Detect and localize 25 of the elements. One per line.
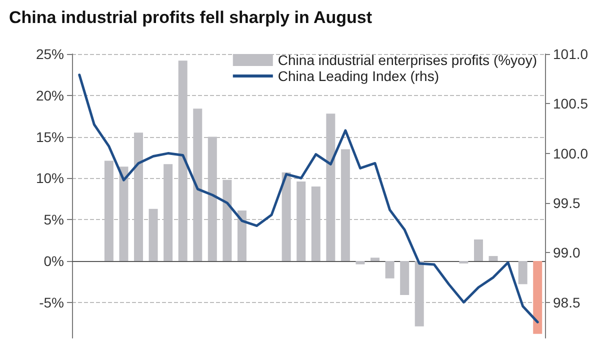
bar	[533, 260, 542, 334]
chart-title: China industrial profits fell sharply in August	[9, 8, 372, 27]
bar	[459, 260, 468, 264]
bar	[370, 258, 380, 261]
y2-tick-label: 100.5	[553, 96, 588, 112]
legend-label: China Leading Index (rhs)	[278, 68, 440, 84]
y-tick-label: 25%	[36, 46, 64, 62]
y2-tick-label: 98.5	[553, 294, 580, 310]
bar	[474, 239, 483, 261]
y-tick-label: -5%	[39, 294, 64, 310]
y2-tick-label: 99.5	[553, 194, 580, 211]
bar	[488, 256, 498, 261]
bar	[518, 260, 528, 284]
legend-label: China industrial enterprises profits (%yoy)	[278, 52, 538, 68]
y-tick-label: 20%	[36, 87, 64, 104]
y2-tick-label: 101.0	[553, 46, 588, 62]
y2-tick-label: 99.0	[553, 244, 580, 261]
y2-tick-label: 100.0	[553, 145, 588, 162]
y-tick-label: 15%	[36, 128, 64, 145]
bar	[356, 260, 365, 264]
y-tick-label: 5%	[44, 212, 64, 228]
y-tick-label: 10%	[36, 170, 64, 186]
bar	[385, 260, 394, 278]
bar	[400, 260, 410, 295]
y-tick-label: 0%	[44, 252, 64, 269]
